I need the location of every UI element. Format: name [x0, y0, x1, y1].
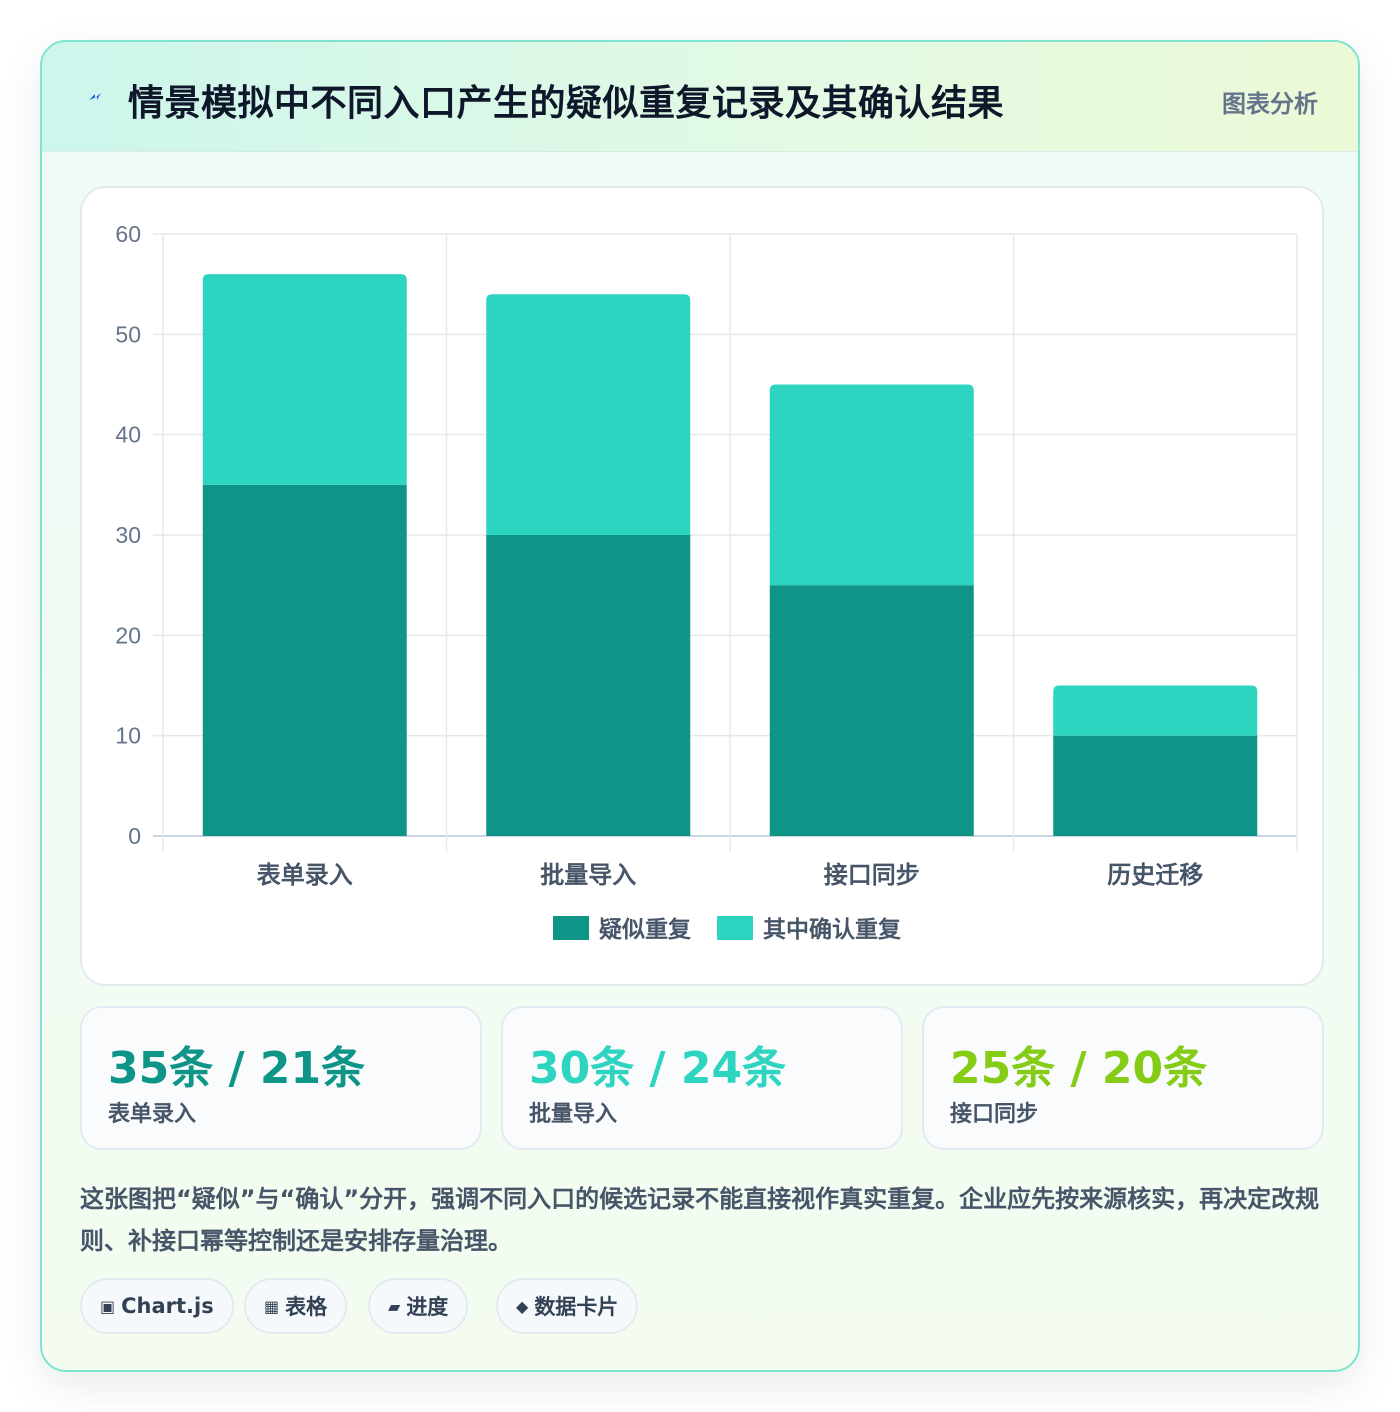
bar-segment-confirmed	[1053, 685, 1258, 736]
page-title: 情景模拟中不同入口产生的疑似重复记录及其确认结果	[128, 83, 1005, 124]
stat-value: 35条 / 21条	[108, 1043, 366, 1094]
table-icon: ▦	[264, 1296, 280, 1316]
chart-card: 情景模拟中不同入口产生的疑似重复记录及其确认结果 图表分析 0 10 20 30 40 5…	[40, 40, 1360, 1372]
y-tick-label: 50	[115, 321, 141, 347]
x-tick-label: 历史迁移	[1107, 861, 1203, 889]
bar-segment-suspected	[769, 585, 974, 836]
y-tick-label: 60	[115, 221, 141, 247]
chip-label: Chart.js	[121, 1294, 214, 1318]
bar-segment-suspected	[486, 535, 691, 836]
bar-segment-confirmed	[769, 384, 974, 586]
chip-label: 进度	[406, 1295, 449, 1319]
chart-icon: ▣	[100, 1296, 116, 1316]
legend-label: 疑似重复	[599, 916, 692, 943]
chip-progress[interactable]: ▰ 进度	[368, 1278, 469, 1334]
y-tick-label: 30	[115, 522, 141, 548]
chart-analysis-tag: 图表分析	[1222, 90, 1318, 118]
stat-card: 35条 / 21条 表单录入	[80, 1006, 482, 1150]
stat-label: 表单录入	[108, 1102, 197, 1127]
chip-table[interactable]: ▦ 表格	[244, 1278, 348, 1334]
legend-swatch	[717, 916, 753, 940]
y-tick-label: 20	[115, 622, 141, 648]
y-tick-label: 10	[115, 723, 141, 749]
y-tick-label: 40	[115, 422, 141, 448]
bolt-icon	[89, 93, 101, 100]
chip-data-card[interactable]: ◆ 数据卡片	[496, 1278, 639, 1334]
bar-segment-suspected	[1053, 735, 1258, 836]
chip-label: 表格	[285, 1295, 328, 1319]
x-tick-label: 接口同步	[824, 861, 920, 889]
diamond-icon: ◆	[516, 1296, 529, 1316]
stat-label: 接口同步	[950, 1102, 1039, 1127]
stat-cards: 35条 / 21条 表单录入 30条 / 24条 批量导入 25条 / 20条 …	[80, 1006, 1324, 1150]
x-tick-label: 批量导入	[540, 861, 636, 889]
bar-segment-confirmed	[486, 294, 691, 535]
progress-icon: ▰	[388, 1296, 401, 1316]
y-tick-label: 0	[128, 823, 141, 849]
chart-panel: 0 10 20 30 40 50 60 表单录入 批量导入 接口同步 历史迁移疑似重复 其中确认重复	[80, 186, 1324, 986]
stat-card: 30条 / 24条 批量导入	[501, 1006, 903, 1150]
bar-segment-confirmed	[202, 274, 407, 485]
bar-segment-suspected	[202, 484, 407, 836]
chart-description: 这张图把“疑似”与“确认”分开，强调不同入口的候选记录不能直接视作真实重复。企业…	[80, 1185, 1320, 1255]
stat-card: 25条 / 20条 接口同步	[922, 1006, 1324, 1150]
stat-value: 30条 / 24条	[529, 1043, 787, 1094]
chip-chartjs[interactable]: ▣ Chart.js	[80, 1278, 234, 1334]
legend-swatch	[553, 916, 589, 940]
legend-label: 其中确认重复	[763, 917, 902, 943]
stat-value: 25条 / 20条	[950, 1043, 1208, 1094]
chip-label: 数据卡片	[534, 1295, 619, 1319]
card-header: 情景模拟中不同入口产生的疑似重复记录及其确认结果 图表分析	[42, 42, 1358, 152]
stat-label: 批量导入	[529, 1102, 618, 1127]
x-tick-label: 表单录入	[257, 861, 353, 889]
